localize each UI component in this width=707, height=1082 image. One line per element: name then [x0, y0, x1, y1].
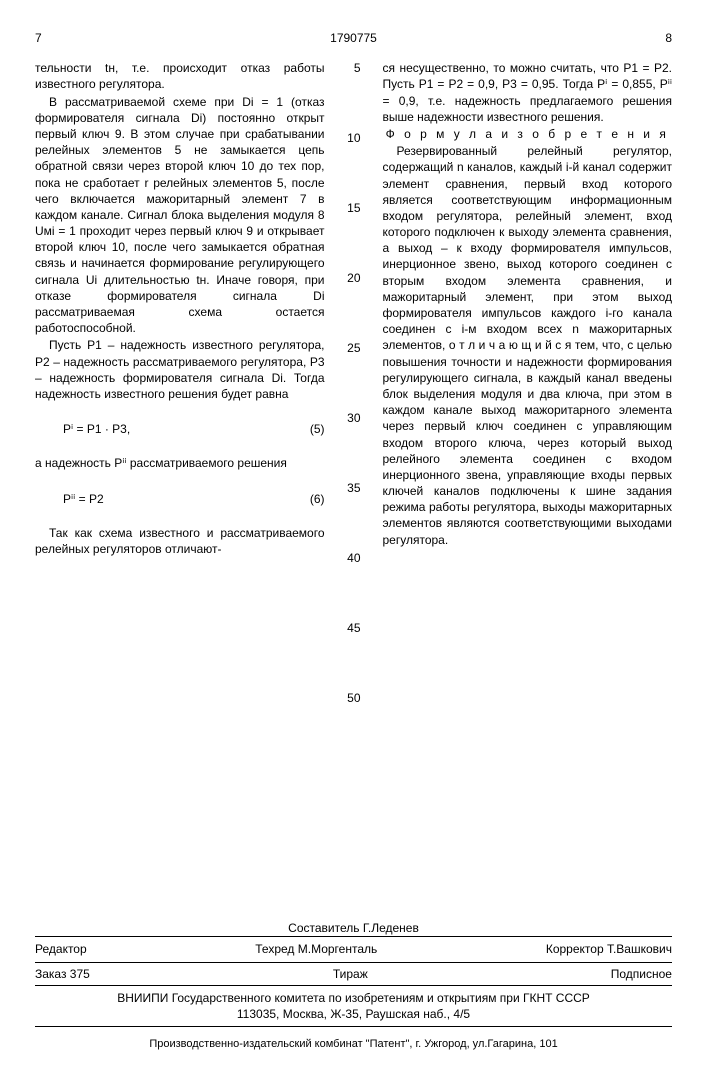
left-p4: а надежность Pⁱⁱ рассматриваемого решени…: [35, 455, 325, 471]
left-column: тельности tн, т.е. происходит отказ рабо…: [35, 60, 325, 760]
order: Заказ 375: [35, 966, 90, 982]
prod: Производственно-издательский комбинат "П…: [149, 1038, 557, 1050]
corrector: Корректор Т.Вашкович: [546, 941, 672, 957]
ln-50: 50: [347, 690, 361, 754]
footer: Составитель Г.Леденев Редактор Техред М.…: [35, 920, 672, 1052]
eq6-num: (6): [282, 491, 325, 507]
footer-bot: Производственно-издательский комбинат "П…: [35, 1027, 672, 1052]
compiler: Составитель Г.Леденев: [288, 921, 419, 935]
eq6-text: Pⁱⁱ = P2: [63, 492, 104, 506]
page-num-left: 7: [35, 30, 42, 46]
line-numbers: 5 10 15 20 25 30 35 40 45 50: [347, 60, 361, 760]
eq5-num: (5): [282, 421, 325, 437]
right-p1: ся несущественно, то можно считать, что …: [383, 60, 673, 125]
left-p5: Так как схема известного и рассматриваем…: [35, 525, 325, 557]
ln-25: 25: [347, 340, 361, 404]
right-p2: Резервированный релейный регулятор, соде…: [383, 143, 673, 548]
patent-number: 1790775: [330, 30, 377, 46]
ln-5: 5: [347, 60, 361, 124]
ln-40: 40: [347, 550, 361, 614]
page-header: 7 1790775 8: [35, 30, 672, 46]
addr: 113035, Москва, Ж-35, Раушская наб., 4/5: [35, 1006, 672, 1022]
tehred: Техред М.Моргенталь: [255, 941, 377, 957]
org: ВНИИПИ Государственного комитета по изоб…: [35, 990, 672, 1006]
ln-15: 15: [347, 200, 361, 264]
right-column: ся несущественно, то можно считать, что …: [383, 60, 673, 760]
subscribe: Подписное: [611, 966, 672, 982]
left-p3: Пусть P1 – надежность известного регулят…: [35, 337, 325, 402]
page-num-right: 8: [665, 30, 672, 46]
ln-45: 45: [347, 620, 361, 684]
ln-35: 35: [347, 480, 361, 544]
footer-row: Заказ 375 Тираж Подписное: [35, 963, 672, 986]
left-p1: тельности tн, т.е. происходит отказ рабо…: [35, 60, 325, 92]
formula-title: Ф о р м у л а и з о б р е т е н и я: [383, 126, 673, 142]
ln-10: 10: [347, 130, 361, 194]
equation-6: Pⁱⁱ = P2 (6): [35, 491, 325, 507]
footer-top: Редактор Техред М.Моргенталь Корректор Т…: [35, 936, 672, 962]
footer-mid: ВНИИПИ Государственного комитета по изоб…: [35, 986, 672, 1027]
left-p2: В рассматриваемой схеме при Di = 1 (отка…: [35, 94, 325, 337]
columns: тельности tн, т.е. происходит отказ рабо…: [35, 60, 672, 760]
ln-20: 20: [347, 270, 361, 334]
editor: Редактор: [35, 941, 87, 957]
ln-30: 30: [347, 410, 361, 474]
eq5-text: Pⁱ = P1 · P3,: [63, 422, 130, 436]
tirage: Тираж: [333, 966, 368, 982]
equation-5: Pⁱ = P1 · P3, (5): [35, 421, 325, 437]
